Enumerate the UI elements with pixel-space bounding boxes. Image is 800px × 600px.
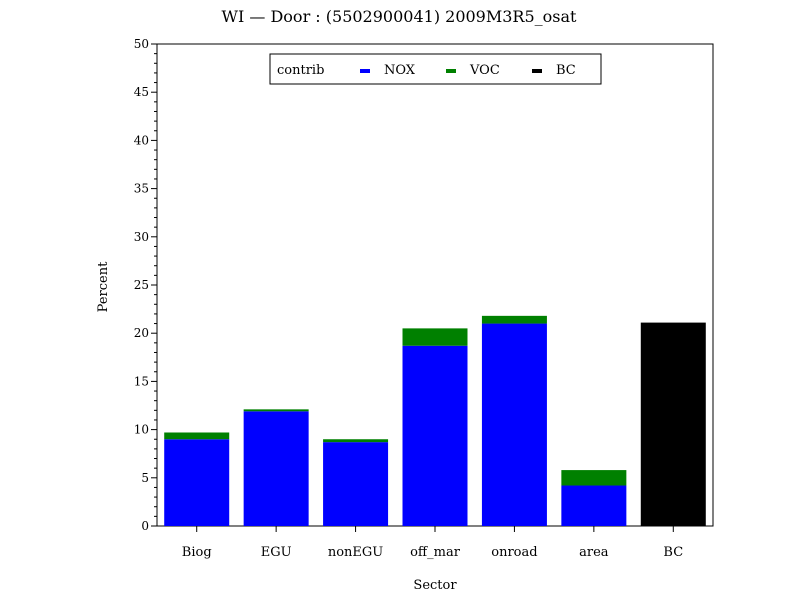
y-tick-label: 35 — [134, 182, 149, 196]
y-axis-title: Percent — [96, 261, 111, 312]
x-axis-title: Sector — [413, 578, 457, 593]
chart-title: WI — Door : (5502900041) 2009M3R5_osat — [222, 7, 578, 26]
y-tick-label: 0 — [141, 519, 149, 533]
x-tick-label: Biog — [182, 545, 212, 560]
x-tick-label: EGU — [261, 545, 292, 560]
y-tick-label: 40 — [134, 133, 149, 147]
bar-voc-area — [561, 470, 627, 486]
y-tick-label: 25 — [134, 278, 149, 292]
x-tick-label: nonEGU — [328, 545, 383, 560]
x-tick-label: off_mar — [410, 545, 461, 560]
bar-bc-bc — [640, 322, 706, 526]
bar-voc-biog — [164, 432, 230, 440]
bar-nox-biog — [164, 439, 230, 526]
legend-box — [269, 53, 602, 85]
bar-voc-egu — [243, 409, 309, 412]
bar-voc-onroad — [481, 315, 547, 324]
bar-nox-area — [561, 485, 627, 526]
bar-nox-nonegu — [323, 442, 389, 526]
legend-swatch-nox — [360, 69, 370, 73]
legend-swatch-bc — [532, 69, 542, 73]
plot-area: 0 5 10 15 20 25 30 35 40 45 50 Biog EGU nonEGU off_mar… — [134, 37, 714, 560]
x-tick-label: onroad — [491, 545, 537, 560]
y-tick-label: 15 — [134, 374, 149, 388]
y-tick-label: 20 — [134, 326, 149, 340]
legend-swatch-voc — [446, 69, 456, 73]
bar-nox-off_mar — [402, 345, 468, 526]
bar-nox-egu — [243, 411, 309, 526]
legend: contrib NOX VOC BC — [269, 53, 602, 85]
y-tick-label: 5 — [141, 471, 149, 485]
legend-title: contrib — [277, 63, 324, 78]
x-tick-label: BC — [663, 545, 683, 560]
y-tick-label: 50 — [134, 37, 149, 51]
bar-voc-off_mar — [402, 328, 468, 346]
legend-label-bc: BC — [556, 63, 576, 78]
bar-nox-onroad — [481, 323, 547, 526]
y-tick-label: 45 — [134, 85, 149, 99]
y-tick-label: 30 — [134, 230, 149, 244]
x-tick-label: area — [579, 545, 609, 560]
y-tick-label: 10 — [134, 423, 149, 437]
legend-label-voc: VOC — [469, 63, 500, 78]
bar-voc-nonegu — [323, 439, 389, 443]
legend-label-nox: NOX — [384, 63, 416, 78]
